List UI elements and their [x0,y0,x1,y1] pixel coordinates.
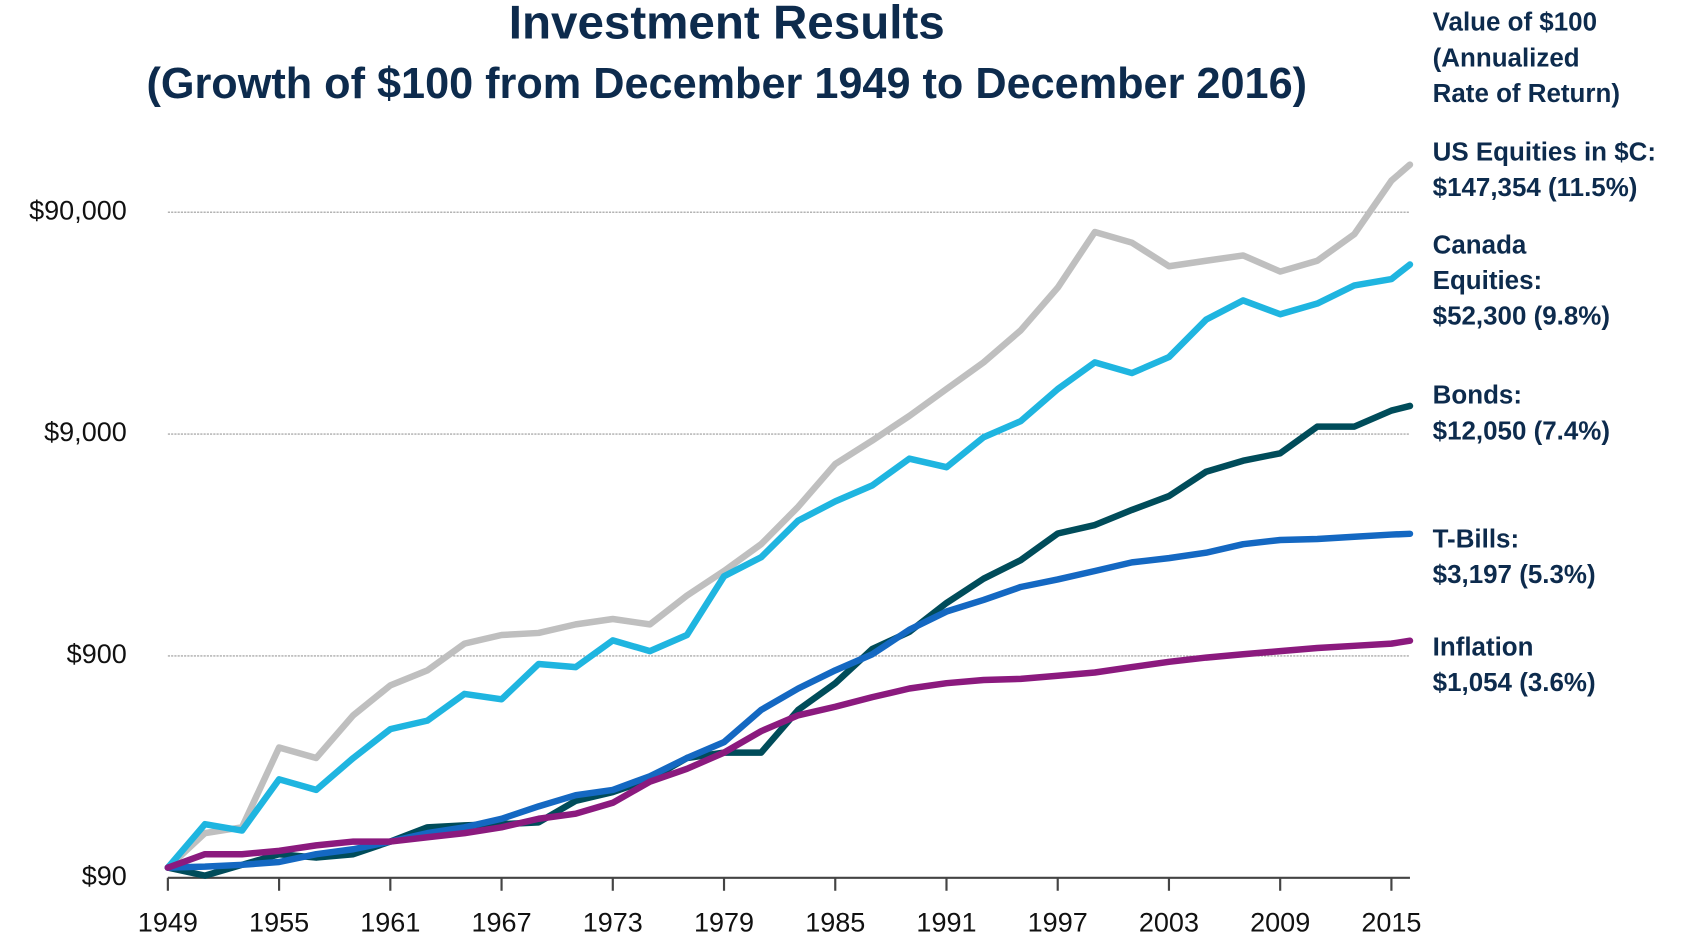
series-line [164,530,1414,871]
x-tick-label: 1955 [249,907,309,934]
series-label: Canada [1433,231,1527,259]
legend-title: Value of $100 [1433,9,1597,37]
y-tick-label: $900 [67,639,127,669]
y-tick-label: $90,000 [29,195,127,225]
series-label: $147,354 (11.5%) [1433,174,1638,202]
series-line [164,161,1414,871]
x-tick-label: 2009 [1250,907,1310,934]
series-label: Inflation [1433,633,1534,661]
chart-subtitle: (Growth of $100 from December 1949 to De… [146,60,1307,108]
series-label: $1,054 (3.6%) [1433,669,1596,697]
chart-title: Investment Results [509,0,945,50]
x-tick-label: 1961 [360,907,420,934]
series-label: Equities: [1433,267,1543,295]
legend-title: (Annualized [1433,44,1580,72]
series-label: $3,197 (5.3%) [1433,561,1596,589]
series-label: Bonds: [1433,382,1522,410]
series-line [164,637,1414,871]
series-line [164,261,1414,871]
series-line [164,402,1414,879]
x-tick-label: 1967 [472,907,532,934]
x-tick-label: 1973 [583,907,643,934]
series-label: $52,300 (9.8%) [1433,303,1610,331]
x-tick-label: 1979 [694,907,754,934]
series-label: T-Bills: [1433,525,1519,553]
y-tick-label: $90 [82,861,127,891]
y-tick-label: $9,000 [44,417,127,447]
x-tick-label: 1997 [1028,907,1088,934]
x-tick-label: 2003 [1139,907,1199,934]
legend-title: Rate of Return) [1433,80,1620,108]
series-label: US Equities in $C: [1433,138,1656,166]
x-tick-label: 1985 [805,907,865,934]
x-tick-label: 1949 [138,907,198,934]
x-tick-label: 1991 [916,907,976,934]
series-label: $12,050 (7.4%) [1433,417,1610,445]
x-tick-label: 2015 [1361,907,1421,934]
